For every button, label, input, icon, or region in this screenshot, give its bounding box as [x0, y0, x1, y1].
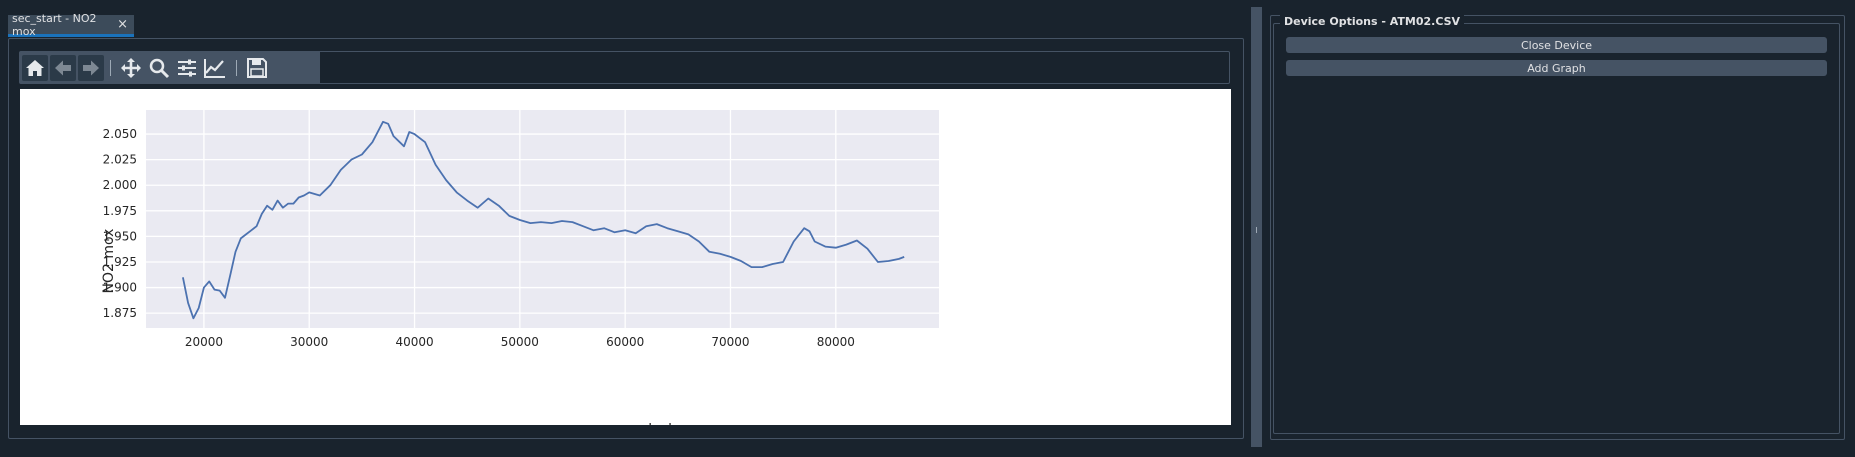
- x-axis-label: sec_start: [610, 421, 674, 425]
- x-tick-label: 30000: [290, 335, 328, 349]
- close-device-button[interactable]: Close Device: [1286, 37, 1827, 53]
- y-tick-label: 2.050: [103, 127, 137, 141]
- x-tick-label: 70000: [711, 335, 749, 349]
- x-tick-label: 60000: [606, 335, 644, 349]
- plot-panel: [8, 38, 1244, 439]
- y-tick-label: 2.025: [103, 153, 137, 167]
- save-button[interactable]: [244, 55, 270, 81]
- y-tick-label: 2.000: [103, 178, 137, 192]
- y-tick-label: 1.900: [103, 281, 137, 295]
- save-icon: [247, 58, 267, 78]
- forward-arrow-icon: [83, 60, 99, 76]
- no2-mox-series-line: [182, 120, 905, 320]
- y-tick-label: 1.925: [103, 255, 137, 269]
- toolbar-separator: [236, 60, 237, 76]
- home-button[interactable]: [22, 55, 48, 81]
- splitter-grip[interactable]: [1256, 227, 1257, 233]
- device-options-group: [1273, 23, 1840, 434]
- zoom-button[interactable]: [146, 55, 172, 81]
- forward-button[interactable]: [78, 55, 104, 81]
- add-graph-button[interactable]: Add Graph: [1286, 60, 1827, 76]
- tab-sec-start-no2-mox[interactable]: sec_start - NO2 mox ×: [8, 11, 134, 38]
- configure-subplots-icon: [178, 59, 196, 77]
- toolbar-button-group: [20, 52, 320, 83]
- back-button[interactable]: [50, 55, 76, 81]
- panel-splitter[interactable]: [1251, 7, 1262, 447]
- y-tick-label: 1.950: [103, 229, 137, 243]
- x-tick-label: 80000: [817, 335, 855, 349]
- edit-axis-icon: [204, 59, 225, 78]
- y-axis-label: NO2 mox: [101, 229, 117, 294]
- device-options-title: Device Options - ATM02.CSV: [1280, 15, 1465, 28]
- configure-subplots-button[interactable]: [174, 55, 200, 81]
- pan-button[interactable]: [118, 55, 144, 81]
- device-options-panel: [1270, 15, 1845, 440]
- y-tick-label: 1.875: [103, 306, 137, 320]
- edit-axis-button[interactable]: [202, 55, 228, 81]
- back-arrow-icon: [55, 60, 71, 76]
- x-tick-label: 40000: [395, 335, 433, 349]
- plot-axes-background: [146, 110, 939, 328]
- line-chart: 20000 30000 40000 50000 60000 70000 80000 1.875…: [101, 110, 939, 425]
- tab-close-icon[interactable]: ×: [117, 17, 128, 32]
- x-tick-label: 50000: [501, 335, 539, 349]
- toolbar-separator: [110, 60, 111, 76]
- home-icon: [26, 60, 44, 76]
- zoom-icon: [149, 58, 170, 79]
- y-tick-label: 1.975: [103, 204, 137, 218]
- pan-icon: [121, 58, 141, 78]
- tab-label: sec_start - NO2 mox: [12, 11, 97, 38]
- navigation-toolbar: [19, 51, 1230, 84]
- x-tick-label: 20000: [185, 335, 223, 349]
- plot-canvas[interactable]: 20000 30000 40000 50000 60000 70000 80000 1.875…: [20, 89, 1231, 425]
